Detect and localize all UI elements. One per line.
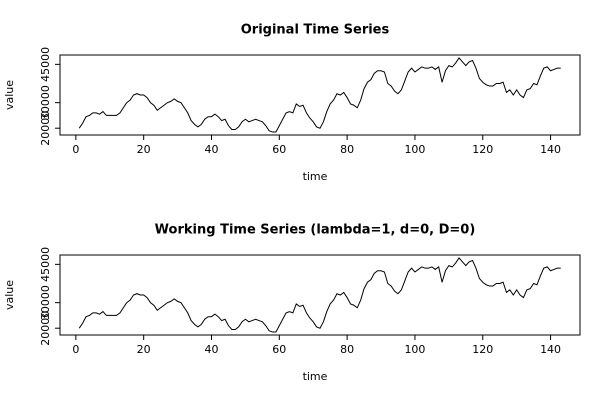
series-line — [78, 257, 561, 333]
x-tick-label: 80 — [340, 143, 354, 156]
y-tick-label: 45000 — [39, 247, 52, 282]
x-tick-label: 0 — [72, 343, 79, 356]
y-tick-label: 30000 — [39, 285, 52, 320]
x-tick-label: 60 — [272, 143, 286, 156]
x-tick-label: 20 — [137, 143, 151, 156]
y-tick-label: 30000 — [39, 85, 52, 120]
x-tick-label: 140 — [540, 143, 561, 156]
y-tick-label: 20000 — [39, 111, 52, 146]
x-tick-label: 100 — [404, 143, 425, 156]
x-tick-label: 0 — [72, 143, 79, 156]
x-tick-label: 40 — [204, 143, 218, 156]
y-axis-label: value — [3, 280, 16, 310]
x-tick-label: 60 — [272, 343, 286, 356]
x-tick-label: 120 — [472, 143, 493, 156]
y-axis-label: value — [3, 80, 16, 110]
y-tick-label: 20000 — [39, 311, 52, 346]
x-tick-label: 20 — [137, 343, 151, 356]
x-axis-label: time — [303, 370, 328, 383]
y-tick-label: 45000 — [39, 47, 52, 82]
x-tick-label: 100 — [404, 343, 425, 356]
plot-frame — [59, 254, 581, 336]
x-axis-label: time — [303, 170, 328, 183]
x-tick-label: 80 — [340, 343, 354, 356]
chart-title: Working Time Series (lambda=1, d=0, D=0) — [155, 223, 476, 238]
x-tick-label: 140 — [540, 343, 561, 356]
plot-frame — [59, 54, 581, 136]
x-tick-label: 120 — [472, 343, 493, 356]
series-line — [78, 57, 561, 133]
x-tick-label: 40 — [204, 343, 218, 356]
chart-title: Original Time Series — [241, 23, 390, 38]
